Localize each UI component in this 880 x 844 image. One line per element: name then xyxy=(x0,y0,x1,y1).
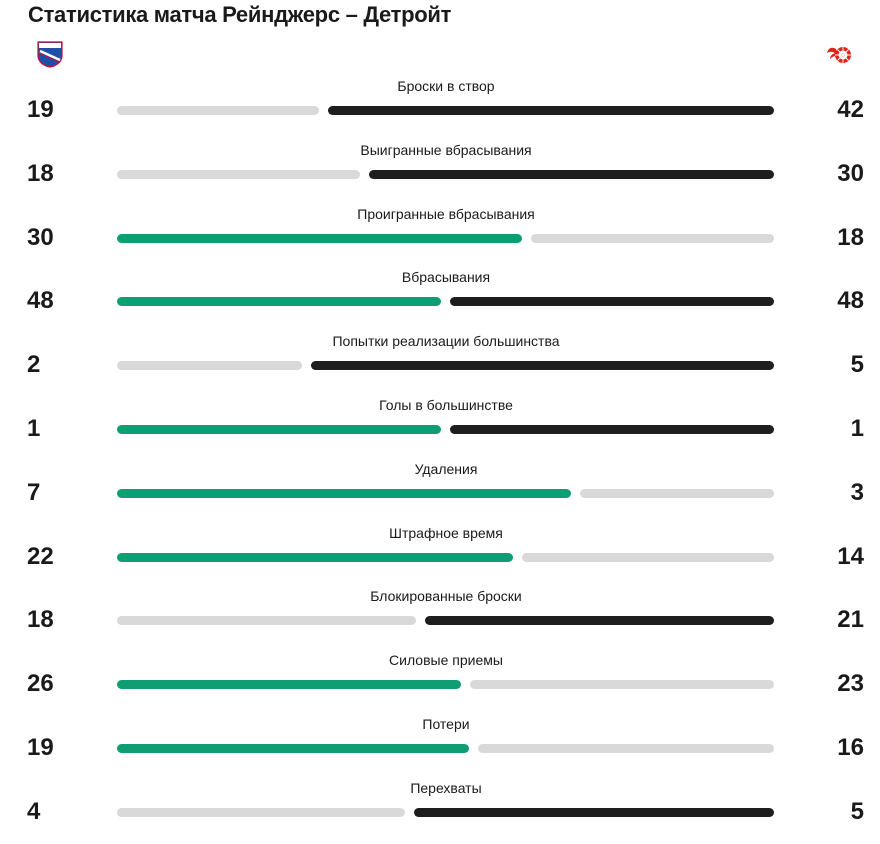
away-bar xyxy=(369,169,774,179)
away-bar xyxy=(450,425,774,434)
home-bar xyxy=(117,616,416,626)
stat-row: Вбрасывания 48 48 xyxy=(0,269,880,333)
home-value: 18 xyxy=(27,159,54,187)
away-value: 16 xyxy=(837,734,864,761)
home-bar xyxy=(117,297,441,307)
home-value: 4 xyxy=(27,797,41,825)
comparison-bar xyxy=(117,552,774,562)
comparison-bar xyxy=(117,807,774,817)
stat-row: Выигранные вбрасывания 18 30 xyxy=(0,142,880,206)
stat-label: Перехваты xyxy=(410,779,482,796)
away-value: 42 xyxy=(837,96,864,123)
stat-label: Штрафное время xyxy=(389,524,503,541)
away-bar xyxy=(531,233,774,243)
away-value: 18 xyxy=(837,223,864,251)
away-value: 3 xyxy=(850,478,864,506)
away-value: 5 xyxy=(850,351,864,379)
stat-label: Выигранные вбрасывания xyxy=(360,141,532,158)
away-bar xyxy=(478,744,774,753)
away-value: 23 xyxy=(837,670,864,698)
stat-label: Вбрасывания xyxy=(401,269,491,286)
stat-label: Удаления xyxy=(414,460,478,477)
away-value: 30 xyxy=(837,159,864,187)
comparison-bar xyxy=(117,744,774,753)
away-bar xyxy=(522,552,774,562)
stat-row: Перехваты 4 5 xyxy=(0,780,880,844)
away-bar xyxy=(328,106,774,115)
away-value: 1 xyxy=(850,415,864,442)
away-value: 5 xyxy=(850,797,864,825)
stat-row: Голы в большинстве 1 1 xyxy=(0,397,880,461)
comparison-bar xyxy=(117,233,774,243)
home-value: 22 xyxy=(27,542,54,570)
stat-label: Блокированные броски xyxy=(370,588,522,605)
stat-label: Попытки реализации большинства xyxy=(332,333,560,350)
stat-label: Голы в большинстве xyxy=(379,397,513,413)
stat-row: Блокированные броски 18 21 xyxy=(0,588,880,652)
comparison-bar xyxy=(117,488,774,498)
home-bar xyxy=(117,425,441,434)
away-value: 14 xyxy=(837,542,864,570)
away-bar xyxy=(580,488,774,498)
home-bar xyxy=(117,552,513,562)
comparison-bar xyxy=(117,616,774,626)
away-bar xyxy=(470,680,774,690)
home-bar xyxy=(117,361,302,371)
home-value: 18 xyxy=(27,606,54,634)
stat-label: Силовые приемы xyxy=(389,652,503,669)
stat-row: Попытки реализации большинства 2 5 xyxy=(0,333,880,397)
comparison-bar xyxy=(117,425,774,434)
home-bar xyxy=(117,744,469,753)
comparison-bar xyxy=(117,106,774,115)
stat-row: Удаления 7 3 xyxy=(0,461,880,525)
away-value: 48 xyxy=(837,287,864,315)
new-york-rangers-logo-icon xyxy=(37,41,63,68)
home-value: 19 xyxy=(27,734,54,761)
home-bar xyxy=(117,680,461,690)
home-value: 30 xyxy=(27,223,54,251)
page-title: Статистика матча Рейнджерс – Детройт xyxy=(28,2,452,27)
home-value: 26 xyxy=(27,670,54,698)
home-value: 48 xyxy=(27,287,54,315)
home-bar xyxy=(117,233,522,243)
stat-row: Потери 19 16 xyxy=(0,716,880,780)
detroit-red-wings-logo-icon xyxy=(827,47,851,63)
home-value: 19 xyxy=(27,96,54,123)
home-bar xyxy=(117,106,319,115)
home-value: 2 xyxy=(27,351,41,379)
away-bar xyxy=(450,297,774,307)
stat-label: Броски в створ xyxy=(397,78,495,94)
comparison-bar xyxy=(117,297,774,307)
away-bar xyxy=(425,616,774,626)
stat-label: Потери xyxy=(422,716,470,732)
away-bar xyxy=(414,807,774,817)
comparison-bar xyxy=(117,680,774,690)
home-bar xyxy=(117,807,405,817)
stat-row: Проигранные вбрасывания 30 18 xyxy=(0,206,880,270)
home-bar xyxy=(117,169,360,179)
comparison-bar xyxy=(117,169,774,179)
stat-row: Штрафное время 22 14 xyxy=(0,525,880,589)
home-bar xyxy=(117,488,571,498)
stat-row: Броски в створ 19 42 xyxy=(0,78,880,142)
stat-row: Силовые приемы 26 23 xyxy=(0,652,880,716)
away-value: 21 xyxy=(837,606,864,634)
comparison-bar xyxy=(117,361,774,371)
home-value: 1 xyxy=(27,415,41,442)
stat-label: Проигранные вбрасывания xyxy=(357,205,535,222)
home-value: 7 xyxy=(27,478,41,506)
away-bar xyxy=(311,361,774,371)
